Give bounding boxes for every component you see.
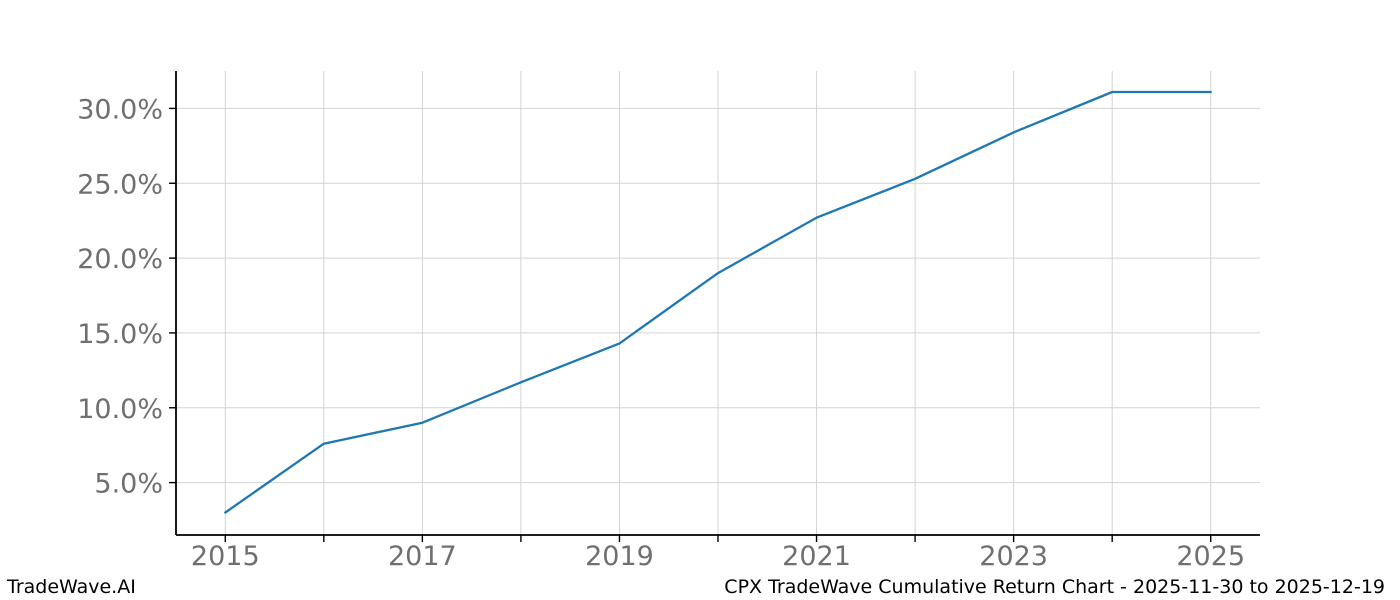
y-tick-label: 5.0% [94, 469, 163, 500]
y-tick-label: 10.0% [77, 394, 163, 425]
series-line [224, 90, 1212, 514]
y-tick-label: 25.0% [77, 169, 163, 200]
chart-caption: CPX TradeWave Cumulative Return Chart - … [724, 576, 1385, 598]
x-tick-label: 2019 [585, 541, 654, 572]
x-tick-label: 2021 [782, 541, 851, 572]
y-tick-label: 15.0% [77, 319, 163, 350]
x-tick-label: 2017 [388, 541, 457, 572]
x-tick-label: 2023 [979, 541, 1048, 572]
brand-watermark: TradeWave.AI [7, 576, 136, 598]
y-tick-label: 30.0% [77, 94, 163, 125]
y-tick-label: 20.0% [77, 244, 163, 275]
x-tick-label: 2025 [1176, 541, 1245, 572]
x-tick-label: 2015 [191, 541, 260, 572]
